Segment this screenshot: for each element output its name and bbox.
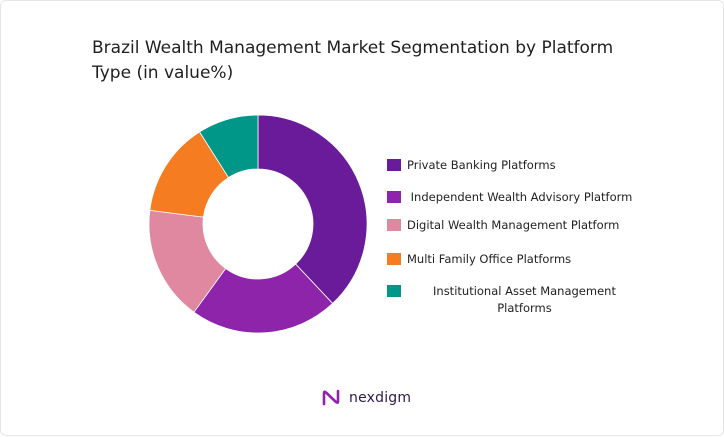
legend-label: Multi Family Office Platforms <box>407 252 572 266</box>
nexdigm-logo-icon <box>322 389 340 406</box>
brand-name: nexdigm <box>349 390 412 406</box>
donut-slice-institutional <box>199 114 259 179</box>
brand-logo: nexdigm <box>321 386 411 410</box>
legend-swatch <box>387 219 401 231</box>
legend-label: Digital Wealth Management Platform <box>407 218 620 232</box>
legend-swatch <box>387 159 401 171</box>
donut-slice-independent-advisory <box>193 263 334 334</box>
donut-slice-private-banking <box>257 114 368 305</box>
legend-swatch <box>387 285 401 297</box>
chart-title: Brazil Wealth Management Market Segmenta… <box>92 38 614 83</box>
legend-label: Independent Wealth Advisory Platform <box>407 190 633 204</box>
legend-label: Institutional Asset Management Platforms <box>433 284 616 315</box>
legend-label: Private Banking Platforms <box>407 158 556 172</box>
legend-swatch <box>387 253 401 265</box>
legend-swatch <box>387 191 401 203</box>
